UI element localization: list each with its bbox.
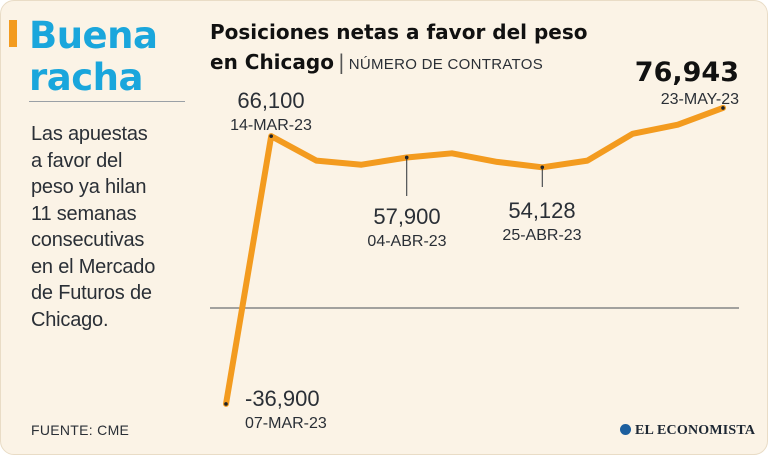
data-label-value: 66,100 xyxy=(237,88,304,113)
description-line: peso ya hilan xyxy=(31,176,147,198)
description-line: a favor del xyxy=(31,149,123,172)
chart-title: Posiciones netas a favor del peso en Chi… xyxy=(210,17,588,80)
logo-icon xyxy=(620,424,631,435)
data-label-value: 57,900 xyxy=(373,204,440,229)
description-line: de Futuros de xyxy=(31,282,152,304)
chart-title-line-2: en Chicago xyxy=(210,50,334,74)
series-line xyxy=(223,104,726,407)
side-title-line-2: racha xyxy=(29,56,143,99)
logo-text: EL ECONOMISTA xyxy=(635,423,756,438)
side-divider xyxy=(29,101,185,102)
data-label-value: 76,943 xyxy=(635,57,739,88)
data-label-date: 07-MAR-23 xyxy=(245,415,327,432)
description-line: en el Mercado xyxy=(31,255,156,278)
description-line: Las apuestas xyxy=(31,123,148,145)
side-title: Buena racha xyxy=(29,14,158,99)
publisher-logo: EL ECONOMISTA xyxy=(620,423,755,439)
chart-subtitle: NÚMERO DE CONTRATOS xyxy=(348,56,544,73)
description-line: 11 semanas xyxy=(31,202,137,225)
data-point xyxy=(721,106,725,110)
data-point xyxy=(269,134,273,138)
data-label-date: 23-MAY-23 xyxy=(661,91,739,108)
chart-title-line-1: Posiciones netas a favor del peso xyxy=(210,20,588,44)
description-line: Chicago. xyxy=(31,308,109,331)
side-title-line-1: Buena xyxy=(29,14,158,57)
data-label-value: 54,128 xyxy=(508,198,575,223)
data-label-date: 25-ABR-23 xyxy=(502,227,581,244)
data-label-date: 04-ABR-23 xyxy=(367,233,446,250)
data-label-date: 14-MAR-23 xyxy=(230,117,312,134)
source-note: FUENTE: CME xyxy=(31,422,130,438)
accent-bar xyxy=(9,20,17,47)
data-point xyxy=(224,402,228,406)
title-separator: | xyxy=(337,50,345,74)
description-line: consecutivas xyxy=(31,229,145,251)
side-description: Las apuestas a favor del peso ya hilan 1… xyxy=(31,121,191,333)
data-label-value: -36,900 xyxy=(245,386,320,411)
